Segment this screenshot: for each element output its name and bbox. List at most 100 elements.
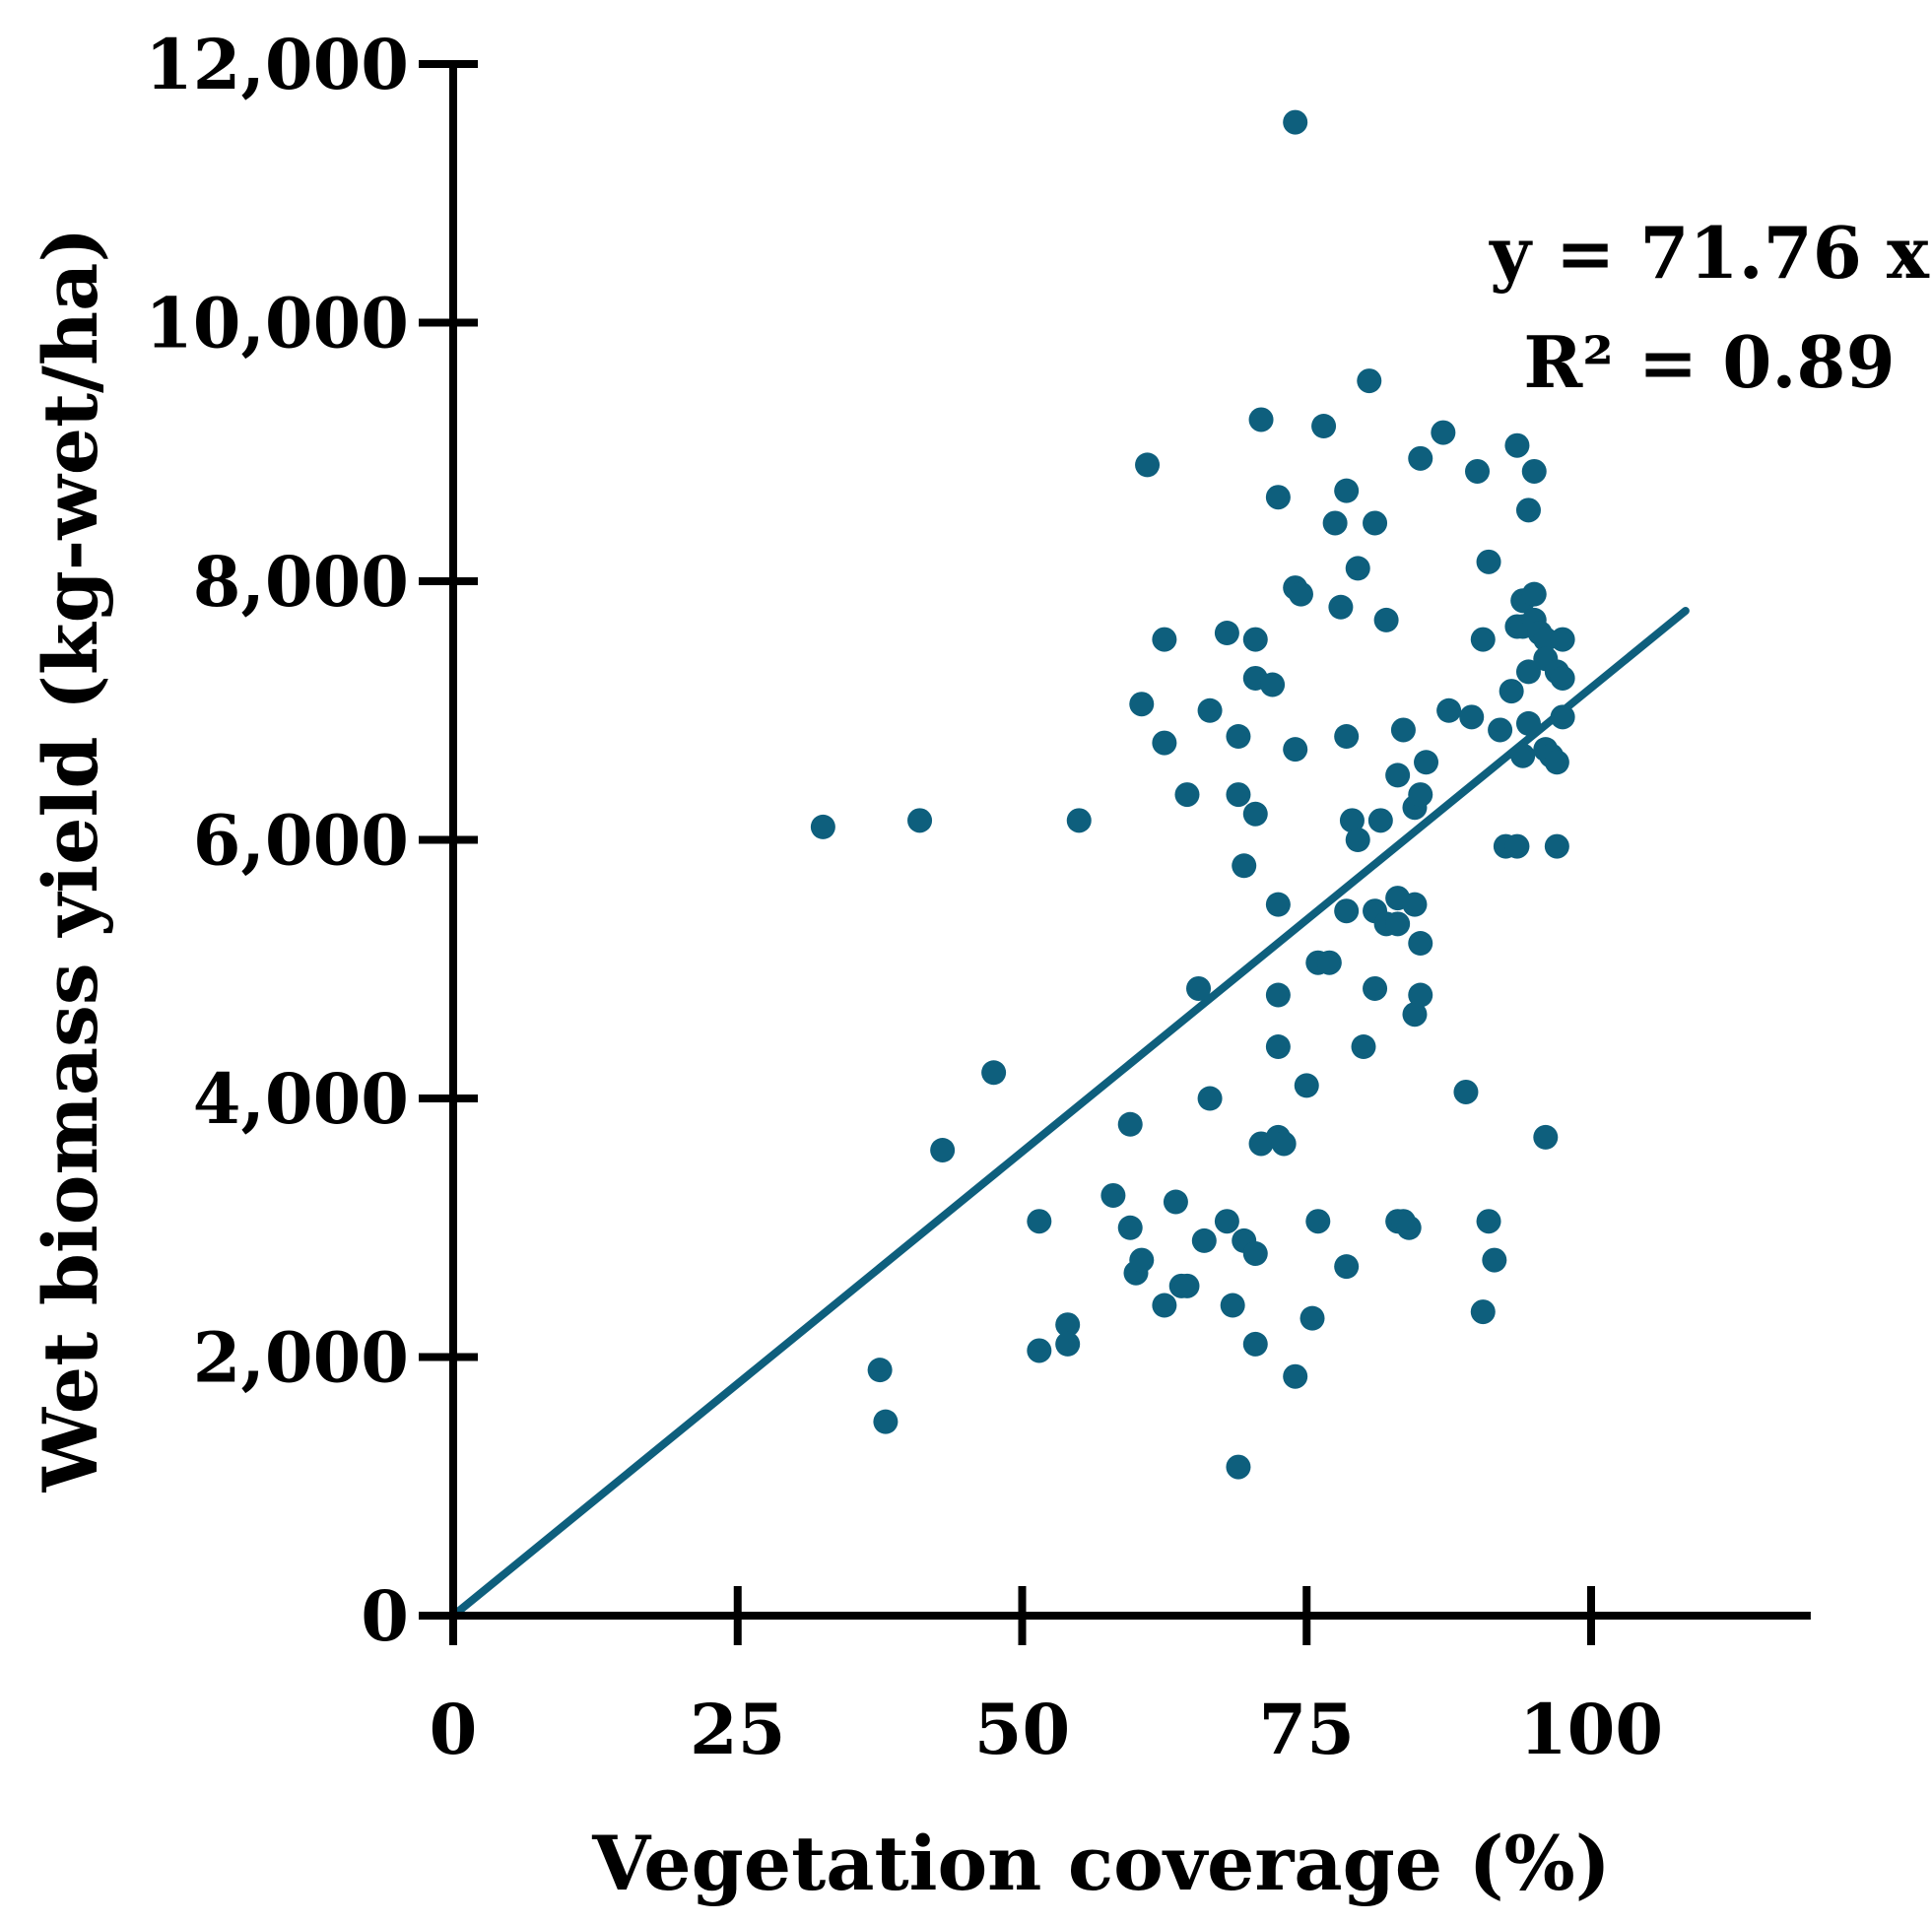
data-point	[1357, 368, 1382, 394]
data-point	[1482, 1247, 1507, 1273]
data-point	[1129, 692, 1155, 717]
trendline	[449, 606, 1690, 1620]
x-tick-label: 0	[430, 1689, 478, 1770]
data-point	[1334, 478, 1360, 503]
data-point	[1476, 1209, 1501, 1234]
data-point	[1402, 892, 1428, 917]
data-point	[1265, 1034, 1291, 1059]
data-point	[1414, 750, 1439, 775]
data-point	[1408, 445, 1433, 471]
data-point	[1066, 808, 1092, 833]
data-point	[1283, 1363, 1308, 1389]
trendline-r-squared: R² = 0.89	[1523, 320, 1895, 404]
data-point	[1550, 665, 1575, 691]
data-point	[1550, 704, 1575, 730]
data-point	[1220, 1293, 1245, 1318]
data-point	[1226, 724, 1251, 749]
data-point	[1385, 911, 1411, 937]
data-point	[1470, 1299, 1496, 1325]
data-point	[1345, 828, 1370, 852]
data-point	[1226, 782, 1251, 808]
data-point	[1197, 697, 1223, 723]
data-point	[1390, 717, 1416, 743]
data-point	[1328, 594, 1354, 620]
data-point	[1476, 549, 1501, 574]
data-point	[1334, 724, 1360, 749]
data-point	[1117, 1111, 1143, 1137]
data-point	[1363, 975, 1388, 1001]
data-point	[1214, 621, 1239, 645]
x-tick-label: 50	[974, 1689, 1070, 1770]
y-tick-label: 12,000	[145, 24, 409, 105]
y-tick-label: 4,000	[193, 1058, 409, 1140]
data-point	[873, 1409, 899, 1434]
data-point	[1363, 510, 1388, 536]
data-point	[1232, 853, 1257, 879]
data-point	[1265, 892, 1291, 917]
y-tick-label: 0	[361, 1575, 409, 1657]
data-point	[1242, 1241, 1268, 1266]
data-point	[1373, 607, 1399, 632]
data-point	[1100, 1182, 1126, 1208]
data-point	[1152, 627, 1177, 652]
data-point	[1174, 1273, 1200, 1298]
data-point	[1226, 1454, 1251, 1480]
x-tick-label: 75	[1259, 1689, 1355, 1770]
data-point	[1385, 763, 1411, 788]
data-point	[1515, 498, 1541, 523]
data-point	[1271, 1131, 1297, 1157]
x-axis-title: Vegetation coverage (%)	[591, 1820, 1610, 1907]
y-tick-label: 8,000	[193, 541, 409, 623]
data-point	[1288, 581, 1313, 607]
data-point	[1129, 1247, 1155, 1273]
data-point	[1402, 1002, 1428, 1028]
data-point	[1367, 808, 1393, 833]
data-point	[1027, 1338, 1052, 1363]
data-point	[1163, 1189, 1188, 1215]
data-point	[1465, 458, 1490, 484]
data-point	[1339, 808, 1365, 833]
data-point	[1294, 1073, 1319, 1098]
trendline-equation: y = 71.76 x	[1489, 211, 1930, 295]
data-point	[1504, 833, 1530, 859]
data-point	[1117, 1215, 1143, 1240]
data-point	[1510, 743, 1536, 768]
data-point	[1242, 627, 1268, 652]
data-point	[1521, 458, 1547, 484]
data-point	[1345, 556, 1370, 581]
data-point	[1431, 420, 1456, 445]
data-point	[1299, 1305, 1325, 1331]
data-point	[810, 814, 835, 839]
data-point	[1311, 414, 1337, 438]
x-axis-ticks: 0 25 50 75 100	[430, 1586, 1663, 1770]
data-point	[1504, 432, 1530, 458]
data-point	[1334, 1254, 1360, 1280]
data-point	[1436, 697, 1462, 723]
x-tick-label: 100	[1519, 1689, 1663, 1770]
data-point	[1544, 833, 1569, 859]
data-point	[1322, 510, 1348, 536]
data-point	[1334, 898, 1360, 924]
data-point	[1283, 737, 1308, 763]
data-point	[1470, 627, 1496, 652]
data-point	[1533, 627, 1559, 652]
data-point	[1152, 730, 1177, 756]
data-point	[907, 808, 933, 833]
data-point	[1265, 982, 1291, 1008]
data-point	[1316, 950, 1342, 975]
y-tick-label: 2,000	[193, 1317, 409, 1399]
data-point	[1055, 1312, 1081, 1338]
data-point	[1191, 1227, 1217, 1253]
data-point	[1515, 710, 1541, 736]
data-point	[981, 1060, 1007, 1086]
data-point	[1521, 581, 1547, 607]
data-point	[1351, 1034, 1376, 1059]
data-point	[1305, 1209, 1331, 1234]
data-point	[1459, 704, 1485, 730]
data-point	[930, 1138, 956, 1162]
data-point	[1453, 1079, 1479, 1104]
trendline-layer	[449, 606, 1690, 1620]
data-point	[1283, 109, 1308, 135]
data-point	[1265, 485, 1291, 510]
data-point	[1544, 750, 1569, 775]
